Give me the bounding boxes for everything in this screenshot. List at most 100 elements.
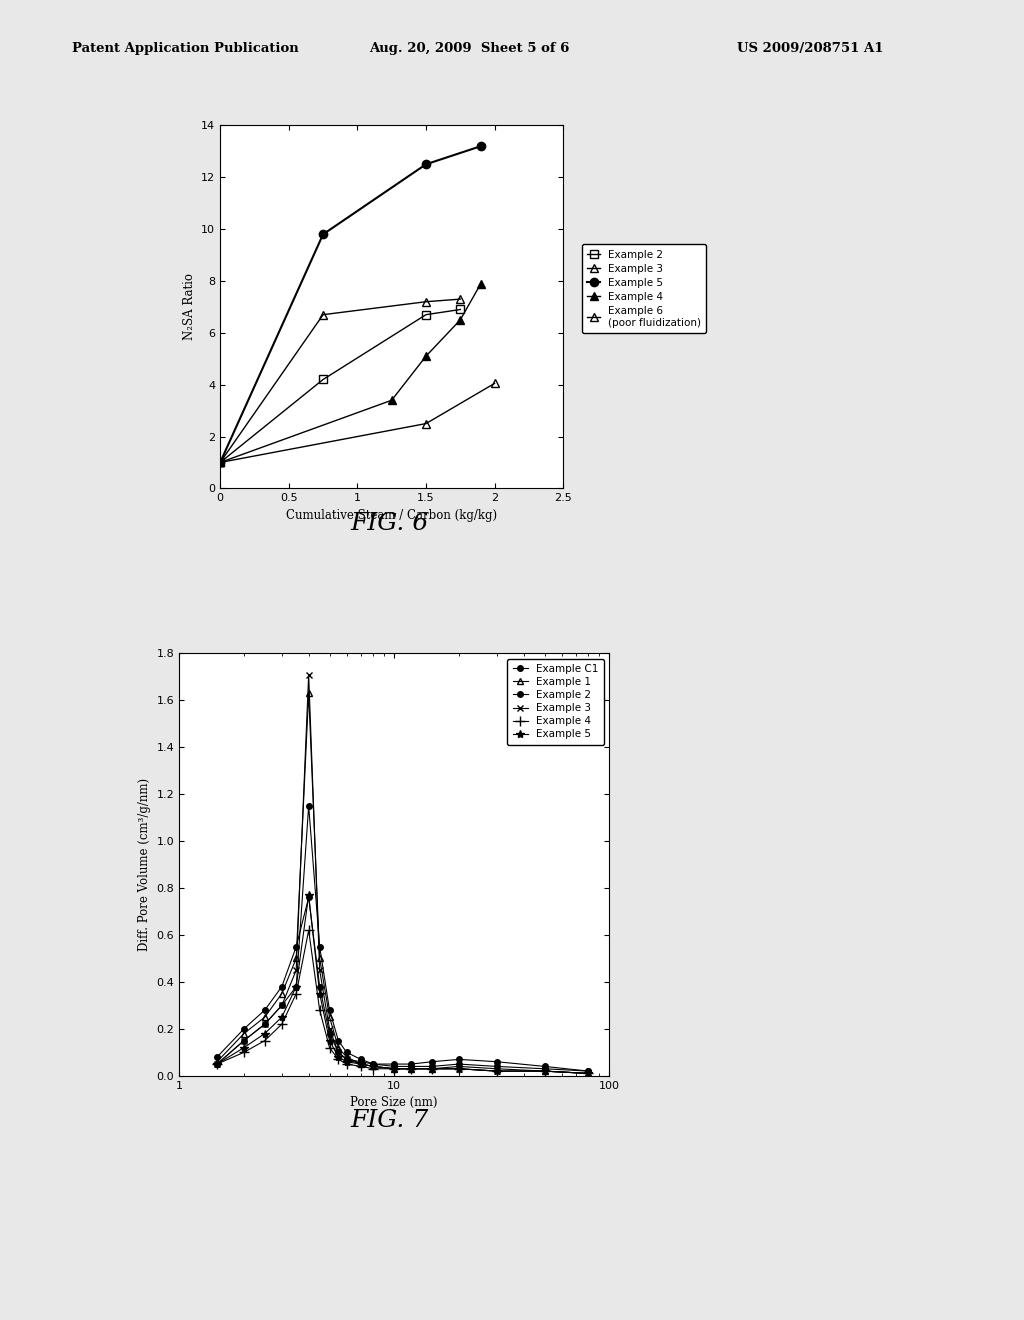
Example 3	[406, 1061, 418, 1077]
Example 1	[332, 1040, 344, 1056]
Example C1	[426, 1059, 438, 1074]
Example 4	[354, 1059, 367, 1074]
Example 5	[332, 1049, 344, 1065]
Example 4	[332, 1052, 344, 1068]
Example 4	[340, 1056, 352, 1072]
Example 3	[354, 1056, 367, 1072]
Example 5	[313, 986, 326, 1002]
Example 2	[426, 1053, 438, 1069]
Example 2	[238, 1020, 250, 1036]
Example 2	[406, 1056, 418, 1072]
Example C1	[275, 998, 288, 1014]
Example 2	[332, 1044, 344, 1060]
Example 5	[259, 1026, 271, 1041]
X-axis label: Pore Size (nm): Pore Size (nm)	[350, 1096, 438, 1109]
Example 4	[539, 1063, 551, 1078]
Example 3	[275, 998, 288, 1014]
Example 4	[238, 1044, 250, 1060]
Example 1	[539, 1063, 551, 1078]
Example 5	[583, 1065, 595, 1081]
Line: Example 1: Example 1	[214, 690, 592, 1077]
Y-axis label: N₂SA Ratio: N₂SA Ratio	[182, 273, 196, 341]
Example C1	[290, 978, 302, 994]
Example 3	[302, 667, 314, 682]
Example C1	[238, 1032, 250, 1048]
Example C1	[583, 1063, 595, 1078]
Example 4	[211, 1056, 223, 1072]
Example 5	[340, 1053, 352, 1069]
Example C1	[259, 1016, 271, 1032]
Example 3	[490, 1063, 503, 1078]
Example 3	[583, 1065, 595, 1081]
Example 2	[539, 1059, 551, 1074]
Example 2	[340, 1052, 352, 1068]
Example 4	[426, 1061, 438, 1077]
Example 2	[302, 890, 314, 906]
Example 2	[313, 978, 326, 994]
Example 3	[324, 1020, 336, 1036]
Example 3	[238, 1032, 250, 1048]
Example 2	[388, 1056, 400, 1072]
Example 1	[340, 1049, 352, 1065]
Example 1	[388, 1061, 400, 1077]
Example 3	[259, 1016, 271, 1032]
Example 3	[290, 962, 302, 978]
Example C1	[340, 1044, 352, 1060]
Example C1	[211, 1056, 223, 1072]
Example C1	[539, 1061, 551, 1077]
Example 5	[275, 1010, 288, 1026]
Example 1	[583, 1065, 595, 1081]
Line: Example 5: Example 5	[213, 891, 593, 1077]
Example 5	[368, 1059, 380, 1074]
Example 5	[406, 1061, 418, 1077]
Text: Patent Application Publication: Patent Application Publication	[72, 42, 298, 55]
Example 1	[290, 950, 302, 966]
X-axis label: Cumulative Steam / Carbon (kg/kg): Cumulative Steam / Carbon (kg/kg)	[286, 508, 498, 521]
Example 3	[539, 1063, 551, 1078]
Example C1	[302, 799, 314, 814]
Example C1	[406, 1059, 418, 1074]
Example 4	[259, 1032, 271, 1048]
Example 5	[388, 1061, 400, 1077]
Text: US 2009/208751 A1: US 2009/208751 A1	[737, 42, 884, 55]
Example 1	[324, 1010, 336, 1026]
Example 1	[406, 1061, 418, 1077]
Example 4	[324, 1040, 336, 1056]
Example 5	[211, 1056, 223, 1072]
Example 3	[340, 1052, 352, 1068]
Example 5	[324, 1032, 336, 1048]
Example 5	[453, 1061, 465, 1077]
Example 1	[354, 1056, 367, 1072]
Example C1	[313, 939, 326, 954]
Example C1	[354, 1052, 367, 1068]
Example 2	[290, 939, 302, 954]
Example 2	[324, 1026, 336, 1041]
Example 2	[259, 1002, 271, 1018]
Example 2	[275, 978, 288, 994]
Example 3	[388, 1061, 400, 1077]
Example 1	[490, 1061, 503, 1077]
Example 2	[368, 1056, 380, 1072]
Example C1	[332, 1032, 344, 1048]
Example 5	[426, 1061, 438, 1077]
Example 1	[426, 1061, 438, 1077]
Example 3	[368, 1059, 380, 1074]
Legend: Example C1, Example 1, Example 2, Example 3, Example 4, Example 5: Example C1, Example 1, Example 2, Exampl…	[507, 659, 604, 744]
Example 5	[238, 1040, 250, 1056]
Text: FIG. 7: FIG. 7	[350, 1109, 428, 1131]
Example 1	[302, 685, 314, 701]
Example 4	[490, 1063, 503, 1078]
Example C1	[453, 1056, 465, 1072]
Example 1	[313, 950, 326, 966]
Example 4	[275, 1016, 288, 1032]
Example 1	[453, 1059, 465, 1074]
Example 4	[453, 1061, 465, 1077]
Example 4	[583, 1065, 595, 1081]
Example 1	[259, 1010, 271, 1026]
Example 4	[368, 1061, 380, 1077]
Example 2	[490, 1053, 503, 1069]
Example 4	[406, 1061, 418, 1077]
Example 2	[453, 1052, 465, 1068]
Example C1	[324, 1002, 336, 1018]
Example 4	[388, 1061, 400, 1077]
